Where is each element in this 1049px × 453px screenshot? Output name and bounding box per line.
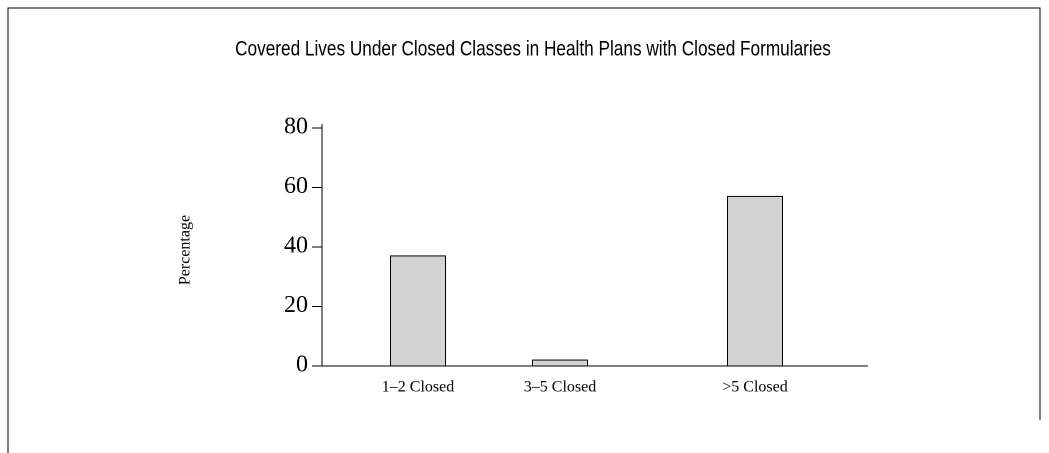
bar <box>727 195 783 367</box>
x-tick-label: >5 Closed <box>722 379 787 396</box>
y-tick-label: 60 <box>284 173 308 199</box>
y-tick-label: 20 <box>284 292 308 318</box>
y-tick-label: 80 <box>284 114 308 140</box>
chart-title: Covered Lives Under Closed Classes in He… <box>235 38 831 61</box>
y-axis-label: Percentage <box>177 215 194 285</box>
y-tick-label: 0 <box>296 352 308 378</box>
bar <box>390 255 446 367</box>
x-tick-label: 3–5 Closed <box>524 379 596 396</box>
frame <box>7 7 1041 453</box>
bar <box>532 359 588 367</box>
x-tick-label: 1–2 Closed <box>382 379 454 396</box>
y-tick-label: 40 <box>284 233 308 259</box>
